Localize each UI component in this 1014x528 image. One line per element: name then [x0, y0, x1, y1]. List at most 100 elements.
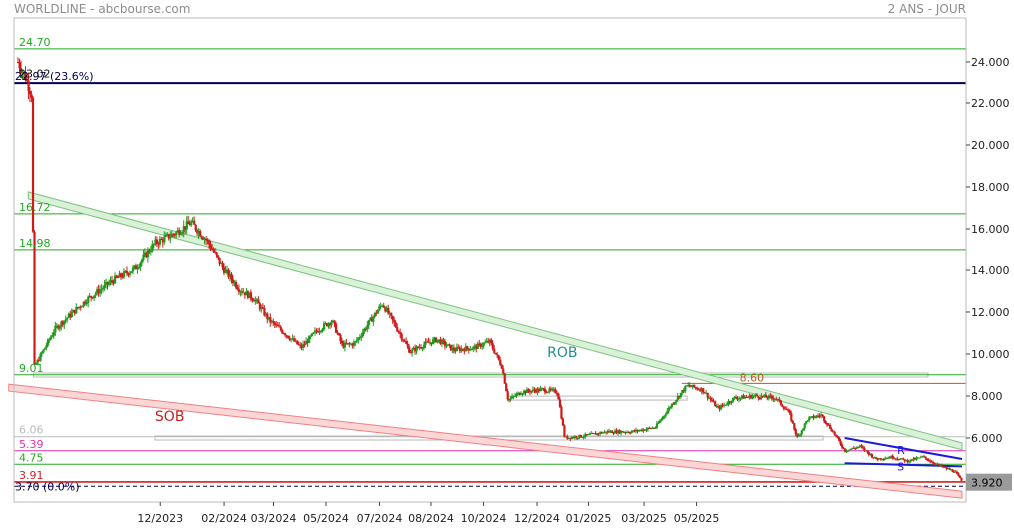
fib-label: 22.97 (23.6%): [15, 70, 94, 83]
candle-body: [581, 437, 584, 439]
candle-body: [108, 282, 111, 285]
candle-body: [766, 397, 769, 399]
candle-body: [564, 436, 568, 438]
candle-body: [190, 221, 193, 226]
candle-body: [558, 399, 562, 407]
candle-body: [469, 349, 472, 351]
candle-body: [560, 406, 563, 419]
candle-body: [882, 459, 885, 461]
candle-body: [900, 458, 903, 460]
candle-body: [857, 446, 860, 448]
candle-body: [352, 342, 356, 346]
candle-body: [202, 237, 205, 240]
candle-body: [220, 263, 223, 265]
candle-body: [912, 458, 915, 461]
candle-body: [91, 297, 94, 299]
candle-body: [264, 313, 267, 316]
candle-body: [182, 226, 185, 233]
candle-body: [860, 445, 863, 447]
candle-body: [299, 344, 302, 346]
candle-body: [227, 269, 230, 278]
candle-body: [539, 388, 542, 392]
candle-body: [552, 389, 556, 391]
candle-body: [414, 347, 417, 352]
candle-body: [248, 292, 251, 298]
candle-body: [791, 420, 794, 424]
candle-body: [591, 433, 594, 435]
candle-body: [221, 263, 224, 268]
candle-body: [509, 398, 512, 400]
candle-body: [743, 396, 747, 399]
candle-body: [734, 397, 738, 399]
candle-body: [375, 312, 378, 314]
candle-body: [449, 344, 453, 351]
candle-body: [367, 320, 370, 326]
candle-body: [187, 221, 190, 224]
candle-body: [258, 303, 262, 310]
candle-body: [755, 394, 759, 397]
candle-body: [431, 339, 435, 344]
candle-body: [178, 230, 181, 235]
candle-body: [48, 339, 51, 341]
candle-body: [176, 230, 179, 233]
candle-body: [902, 458, 905, 460]
candle-body: [357, 337, 360, 341]
candle-body: [623, 432, 626, 434]
candle-body: [940, 465, 944, 467]
candle-body: [746, 396, 750, 398]
candle-body: [134, 265, 138, 270]
candle-body: [605, 431, 608, 433]
candle-body: [661, 416, 665, 420]
candle-body: [133, 265, 136, 268]
candle-body: [127, 273, 130, 275]
candle-body: [342, 343, 345, 348]
candle-body: [800, 430, 803, 435]
candle-body: [452, 347, 456, 351]
candle-body: [67, 313, 70, 318]
candle-body: [526, 389, 529, 393]
horizontal-levels: [14, 48, 966, 487]
candle-body: [60, 321, 63, 327]
candle-body: [276, 324, 279, 327]
candle-body: [281, 329, 284, 334]
price-box-label: 23.02: [19, 67, 51, 80]
candle-body: [614, 430, 617, 434]
y-tick-label: 22.000: [971, 97, 1010, 110]
candle-body: [218, 257, 221, 264]
candle-body: [582, 436, 585, 438]
candle-body: [473, 345, 476, 347]
candle-body: [279, 326, 282, 330]
candle-body: [437, 339, 441, 341]
candle-body: [234, 282, 238, 288]
candle-body: [72, 309, 75, 313]
candle-body: [421, 347, 424, 349]
candle-body: [932, 461, 935, 464]
candle-body: [476, 343, 479, 349]
candle-body: [385, 307, 388, 312]
candle-body: [642, 429, 645, 432]
candle-body: [770, 396, 774, 398]
candle-body: [346, 343, 350, 345]
candle-body: [942, 466, 945, 468]
candle-body: [790, 413, 793, 421]
x-tick-label: 03/2024: [251, 512, 297, 525]
candle-body: [424, 341, 427, 345]
candle-body: [952, 471, 956, 473]
candle-body: [864, 450, 868, 452]
candle-body: [493, 348, 496, 353]
candle-body: [75, 307, 78, 314]
candle-body: [284, 333, 287, 336]
candle-body: [842, 447, 845, 449]
candle-body: [114, 275, 117, 284]
candle-body: [682, 390, 685, 392]
candle-body: [303, 344, 306, 346]
candle-body: [909, 459, 912, 462]
candle-body: [193, 220, 196, 225]
candle-body: [467, 348, 470, 351]
candle-body: [443, 341, 447, 346]
candle-body: [460, 348, 463, 352]
candle-body: [208, 240, 211, 245]
gap-zone: [507, 395, 688, 401]
candle-body: [302, 344, 305, 348]
